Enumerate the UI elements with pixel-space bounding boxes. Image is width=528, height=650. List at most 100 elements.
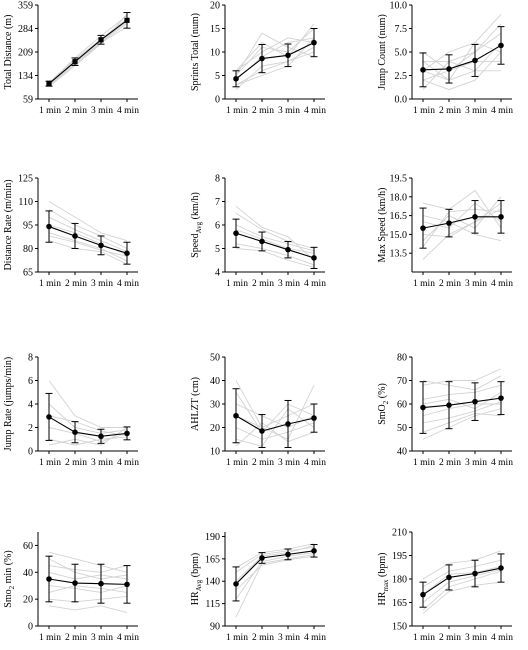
mean-point <box>498 565 504 571</box>
y-tick-label: 60 <box>23 541 33 552</box>
individual-line-1 <box>235 553 315 618</box>
individual-line-8 <box>422 42 502 81</box>
y-tick-label: 165 <box>205 554 220 565</box>
panel-7: 0 2 4 6 8 1 min 2 min 3 min 4 min Jump Rate (jump… <box>3 353 139 469</box>
mean-line <box>422 567 502 596</box>
individual-line-7 <box>423 60 501 72</box>
mean-line <box>48 416 128 437</box>
y-tick-label: 10.0 <box>390 1 408 12</box>
individual-line-4 <box>48 596 128 603</box>
x-tick-label: 3 min <box>278 633 300 643</box>
y-tick-label: 40 <box>397 447 407 458</box>
panel-11: 90 115 140 165 190 1 min 2 min 3 min 4 min HRAvg … <box>190 532 326 643</box>
y-tick-label: 2 <box>28 423 33 434</box>
individual-line-7 <box>422 208 502 248</box>
y-tick-label: 50 <box>210 353 220 364</box>
y-tick-label: 5 <box>215 244 220 255</box>
individual-line-6 <box>422 51 502 91</box>
individual-line-3 <box>48 436 128 446</box>
y-tick-label: 0 <box>215 95 220 106</box>
x-tick-label: 1 min <box>39 279 61 289</box>
individual-line-3 <box>235 552 315 600</box>
x-tick-label: 4 min <box>491 458 513 468</box>
mean-line <box>235 232 315 259</box>
y-tick-label: 150 <box>392 622 407 633</box>
x-tick-label: 3 min <box>465 106 487 116</box>
y-tick-label: 10 <box>210 48 220 59</box>
y-tick-label: 15 <box>210 24 220 35</box>
individual-line-6 <box>422 215 502 242</box>
mean-point <box>311 255 317 261</box>
y-tick-label: 5.0 <box>395 48 408 59</box>
y-tick-label: 19.5 <box>390 174 408 185</box>
panel-3: 0.0 2.5 5.0 7.5 10.0 1 min 2 min 3 min 4 min Jump… <box>377 1 513 117</box>
individual-line-2 <box>48 208 128 249</box>
individual-line-4 <box>422 384 502 400</box>
x-tick-label: 1 min <box>226 458 248 468</box>
y-tick-label: 190 <box>205 532 220 543</box>
x-tick-label: 4 min <box>304 106 326 116</box>
mean-point <box>233 412 239 419</box>
y-tick-label: 180 <box>392 575 407 586</box>
y-tick-label: 59 <box>23 95 33 106</box>
individual-line-4 <box>48 18 128 83</box>
individual-line-1 <box>235 212 315 249</box>
x-tick-label: 3 min <box>91 106 113 116</box>
individual-line-2 <box>48 403 128 434</box>
x-tick-label: 1 min <box>226 106 248 116</box>
y-axis-label: Max Speed (km/h) <box>377 188 388 263</box>
mean-point <box>124 17 130 23</box>
mean-point <box>259 555 265 561</box>
y-tick-label: 6 <box>28 376 33 387</box>
mean-point <box>259 55 265 62</box>
y-tick-label: 40 <box>210 376 220 387</box>
y-tick-label: 8 <box>215 174 220 185</box>
mean-point <box>446 220 452 226</box>
x-tick-label: 3 min <box>91 279 113 289</box>
individual-line-4 <box>235 544 315 582</box>
mean-point <box>46 223 52 230</box>
mean-point <box>124 250 130 256</box>
individual-line-6 <box>48 565 128 573</box>
y-tick-label: 13.5 <box>390 249 408 260</box>
mean-point <box>311 39 317 46</box>
individual-line-1 <box>48 216 128 253</box>
individual-line-5 <box>422 202 502 238</box>
individual-line-6 <box>422 581 502 614</box>
y-tick-label: 7 <box>215 197 220 208</box>
panel-6: 13.5 15.0 16.5 18.0 19.5 1 min 2 min 3 min 4 min… <box>377 174 513 290</box>
x-tick-label: 4 min <box>117 633 139 643</box>
y-tick-label: 110 <box>18 197 33 208</box>
mean-point <box>472 398 478 405</box>
x-tick-label: 3 min <box>278 279 300 289</box>
mean-line <box>422 44 502 71</box>
mean-point <box>472 570 478 577</box>
x-tick-label: 4 min <box>491 279 513 289</box>
y-tick-label: 15.0 <box>390 230 408 241</box>
y-tick-label: 125 <box>18 174 33 185</box>
y-axis-label: AHLZT (cm) <box>190 377 201 431</box>
x-tick-label: 2 min <box>252 633 274 643</box>
individual-line-4 <box>235 248 315 268</box>
mean-point <box>98 242 104 249</box>
mean-point <box>285 551 291 558</box>
individual-line-7 <box>422 391 502 410</box>
y-tick-label: 115 <box>205 599 220 610</box>
mean-point <box>72 59 78 65</box>
individual-line-5 <box>235 46 315 90</box>
individual-line-7 <box>235 37 315 86</box>
y-tick-label: 18.0 <box>390 192 408 203</box>
mean-point <box>46 81 52 87</box>
individual-line-3 <box>422 23 502 90</box>
x-tick-label: 1 min <box>226 279 248 289</box>
mean-line <box>48 19 128 85</box>
individual-line-5 <box>235 543 315 569</box>
y-tick-label: 16.5 <box>390 211 408 222</box>
panel-5: 4 5 6 7 8 1 min 2 min 3 min 4 min SpeedAvg (km/h) <box>190 174 326 290</box>
x-tick-label: 4 min <box>304 633 326 643</box>
individual-line-8 <box>422 401 502 424</box>
panel-12: 150 165 180 195 210 1 min 2 min 3 min 4 min HRmax… <box>377 528 513 644</box>
x-tick-label: 2 min <box>439 458 461 468</box>
panel-4: 65 80 95 110 125 1 min 2 min 3 min 4 min Distance… <box>3 174 139 290</box>
